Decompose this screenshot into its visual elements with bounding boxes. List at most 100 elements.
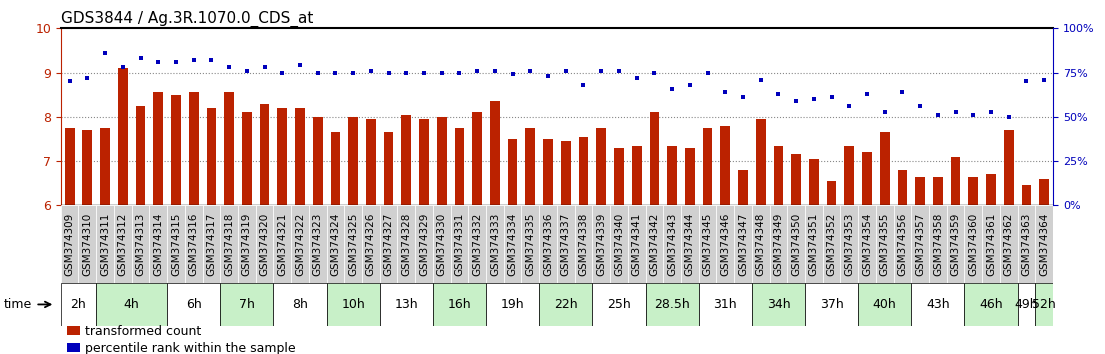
Point [345,70,362,75]
Text: GSM374346: GSM374346 [720,212,730,276]
Bar [982,205,1000,283]
Bar [436,117,446,205]
Bar [472,113,482,205]
Bar [383,132,393,205]
Bar [681,205,698,283]
Bar [469,205,486,283]
Point [131,56,149,61]
Bar [650,113,660,205]
Bar [720,126,730,205]
Text: GSM374319: GSM374319 [242,212,252,276]
Bar [118,68,128,205]
Point [255,64,273,70]
Text: GSM374326: GSM374326 [366,212,376,276]
Bar [579,137,588,205]
Point [663,86,681,91]
Bar [380,283,433,326]
Point [876,109,894,114]
Bar [859,283,912,326]
Bar [366,119,376,205]
Bar [398,205,415,283]
Point [185,57,202,63]
Text: GSM374322: GSM374322 [295,212,305,276]
Bar [592,205,610,283]
Bar [490,101,499,205]
Text: GSM374317: GSM374317 [207,212,217,276]
Text: GSM374335: GSM374335 [525,212,535,276]
Point [982,109,1000,114]
Point [947,109,965,114]
Text: 52h: 52h [1032,298,1056,311]
Text: GSM374353: GSM374353 [844,212,854,276]
Bar [894,205,912,283]
Bar [433,205,451,283]
Bar [171,95,181,205]
Bar [327,283,380,326]
Bar [167,283,220,326]
Bar [154,92,164,205]
Bar [330,132,340,205]
Bar [454,128,464,205]
Bar [947,205,965,283]
Point [575,82,592,88]
Text: GSM374309: GSM374309 [64,213,75,276]
Text: GSM374331: GSM374331 [454,212,464,276]
Bar [504,205,522,283]
Bar [308,205,327,283]
Bar [965,205,982,283]
Bar [451,205,469,283]
Text: GSM374344: GSM374344 [685,212,695,276]
Legend: transformed count, percentile rank within the sample: transformed count, percentile rank withi… [67,325,295,354]
Text: GSM374363: GSM374363 [1021,212,1031,276]
Point [273,70,291,75]
Bar [202,205,220,283]
Text: 34h: 34h [767,298,790,311]
Bar [1004,130,1013,205]
Bar [769,205,787,283]
Point [1000,114,1018,120]
Text: GSM374358: GSM374358 [933,212,943,276]
Bar [526,128,535,205]
Bar [242,113,252,205]
Point [522,68,539,74]
Bar [756,119,766,205]
Bar [380,205,398,283]
Bar [557,205,575,283]
Point [220,64,238,70]
Text: 10h: 10h [341,298,365,311]
Bar [433,283,486,326]
Bar [734,205,751,283]
Bar [260,103,270,205]
Text: GSM374338: GSM374338 [579,212,589,276]
Bar [614,148,624,205]
Point [929,112,947,118]
Bar [486,205,504,283]
Text: GSM374330: GSM374330 [436,213,446,276]
Bar [224,92,234,205]
Text: 13h: 13h [394,298,418,311]
Point [734,95,751,100]
Text: 31h: 31h [714,298,737,311]
Bar [486,283,539,326]
Text: GSM374347: GSM374347 [738,212,748,276]
Bar [415,205,433,283]
Text: GSM374341: GSM374341 [632,212,642,276]
Text: GSM374321: GSM374321 [277,212,287,276]
Point [291,63,308,68]
Bar [859,205,876,283]
Text: GSM374323: GSM374323 [313,212,323,276]
Bar [1018,205,1035,283]
Text: 22h: 22h [554,298,578,311]
Text: GSM374350: GSM374350 [791,213,801,276]
Bar [663,205,681,283]
Text: GSM374359: GSM374359 [950,212,960,276]
Bar [101,128,109,205]
Bar [841,205,859,283]
Text: GSM374364: GSM374364 [1039,212,1050,276]
Bar [610,205,628,283]
Bar [348,117,358,205]
Bar [65,128,74,205]
Point [716,89,734,95]
Text: 37h: 37h [820,298,843,311]
Bar [401,115,411,205]
